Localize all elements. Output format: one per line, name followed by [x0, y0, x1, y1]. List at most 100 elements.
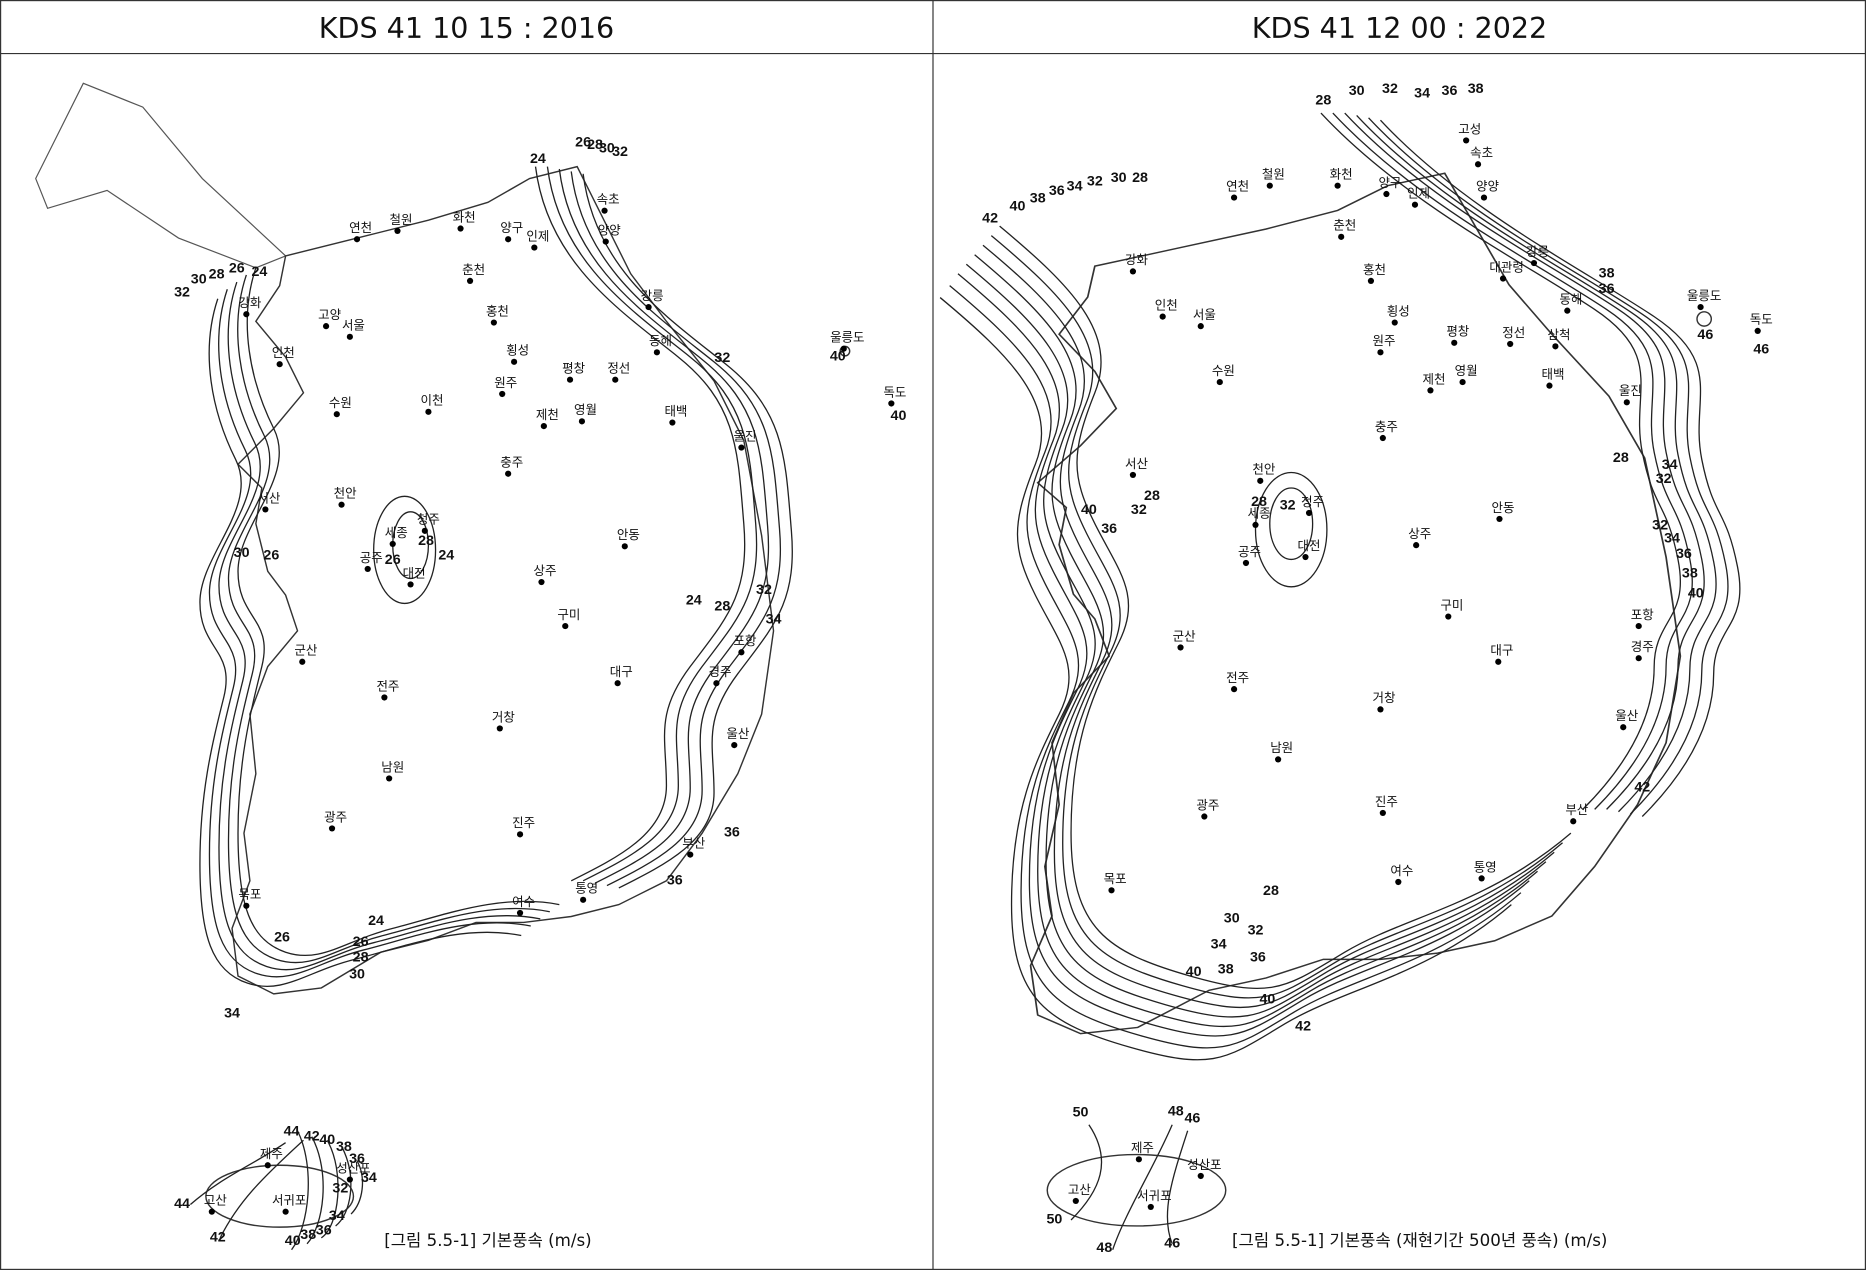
place-dot	[333, 411, 340, 418]
isotach-label: 30	[1224, 910, 1240, 926]
place-label: 강화	[1125, 252, 1148, 267]
isotach-label: 42	[1295, 1019, 1311, 1035]
isotach-label: 28	[353, 950, 369, 966]
place-dot	[1445, 613, 1452, 620]
place-label: 태백	[1542, 366, 1565, 381]
place-dot	[1242, 559, 1250, 567]
place-label: 서산	[257, 490, 280, 505]
place-label: 동해	[649, 333, 672, 348]
place-dot	[1147, 1203, 1154, 1211]
place-dot	[1546, 382, 1553, 389]
place-dot	[1230, 686, 1238, 693]
place-label: 구미	[557, 607, 580, 622]
isotach-label: 24	[368, 913, 384, 929]
isotach-label: 36	[724, 825, 740, 841]
place-dot	[389, 540, 396, 548]
isotach-label: 42	[1634, 780, 1650, 796]
isotach-label: 38	[300, 1227, 316, 1243]
place-dot	[407, 581, 414, 588]
isotach-label: 28	[209, 267, 225, 283]
isotach-label: 28	[418, 533, 434, 549]
isotach-label: 38	[1468, 81, 1484, 97]
place-label: 횡성	[1387, 303, 1410, 318]
place-dot	[645, 303, 652, 311]
isotach-label: 26	[274, 929, 290, 945]
place-label: 강릉	[1526, 244, 1549, 259]
place-dot	[511, 358, 518, 365]
isotach-label: 34	[1067, 178, 1083, 194]
isotach-label: 24	[251, 264, 267, 280]
isotach-label: 26	[575, 134, 591, 150]
place-label: 양구	[500, 220, 523, 235]
place-label: 거창	[1373, 690, 1396, 705]
place-dot	[505, 470, 512, 477]
place-label: 강릉	[641, 288, 664, 303]
isotach-label: 32	[1280, 497, 1296, 513]
place-dot	[1570, 818, 1577, 825]
isotach-label: 34	[1414, 86, 1430, 102]
place-label: 양구	[1378, 175, 1401, 190]
isotach-label: 24	[530, 151, 546, 167]
place-label: 성산포	[336, 1160, 370, 1175]
isotach-label: 40	[1010, 199, 1026, 215]
isotach-label: 42	[982, 211, 998, 227]
place-label: 광주	[1196, 797, 1219, 812]
place-dot	[687, 851, 694, 858]
place-dot	[394, 227, 401, 235]
isotach-label: 26	[229, 261, 245, 277]
place-label: 군산	[1173, 628, 1196, 643]
place-dot	[346, 1176, 353, 1183]
place-label: 충주	[500, 455, 523, 470]
isotach-label: 36	[349, 1151, 365, 1167]
place-label: 부산	[682, 835, 705, 850]
place-dot	[421, 527, 428, 534]
place-label: 서산	[1125, 456, 1148, 471]
place-label: 수원	[329, 395, 352, 410]
place-dot	[888, 400, 895, 407]
place-dot	[1635, 622, 1642, 630]
isotach-label: 32	[1131, 502, 1147, 518]
place-dot	[713, 680, 720, 687]
place-label: 독도	[1750, 312, 1773, 327]
place-dot	[1395, 878, 1402, 886]
isotach-label: 30	[599, 140, 615, 156]
place-dot	[1507, 340, 1514, 348]
place-dot	[1451, 339, 1458, 346]
place-label: 충주	[1375, 419, 1398, 434]
place-dot	[1266, 182, 1273, 189]
isotach-label: 38	[1682, 565, 1698, 581]
place-label: 울진	[1619, 383, 1642, 398]
isotach-label: 34	[1662, 457, 1678, 473]
place-dot	[1474, 161, 1482, 168]
place-dot	[580, 896, 587, 903]
place-label: 남원	[1270, 740, 1293, 755]
isotach-label: 48	[1168, 1103, 1184, 1119]
place-dot	[1411, 201, 1419, 208]
place-dot	[1463, 137, 1470, 144]
place-dot	[490, 319, 497, 326]
place-label: 원주	[1373, 333, 1396, 348]
isotach-label: 44	[284, 1124, 300, 1140]
isotach-label: 38	[1599, 265, 1615, 281]
place-dot	[1129, 471, 1137, 479]
place-dot	[425, 408, 432, 415]
place-label: 속초	[1470, 145, 1493, 160]
place-dot	[1338, 233, 1345, 240]
place-dot	[1480, 194, 1488, 201]
place-dot	[531, 244, 538, 251]
place-label: 목포	[1104, 871, 1127, 886]
isotach-label: 36	[1101, 521, 1117, 537]
place-dot	[602, 238, 609, 245]
place-label: 제천	[1423, 371, 1446, 386]
place-dot	[1620, 724, 1627, 731]
place-label: 진주	[1375, 794, 1398, 809]
place-label: 양양	[1476, 178, 1499, 193]
isotach-label: 36	[1442, 83, 1458, 99]
isotach-label: 42	[304, 1128, 320, 1144]
panel-title: KDS 41 10 15 : 2016	[319, 11, 614, 45]
place-label: 울릉도	[830, 330, 864, 345]
isotach-label: 32	[1652, 518, 1668, 534]
place-dot	[1197, 323, 1204, 330]
place-dot	[1635, 655, 1642, 662]
isotachs	[189, 165, 793, 1251]
